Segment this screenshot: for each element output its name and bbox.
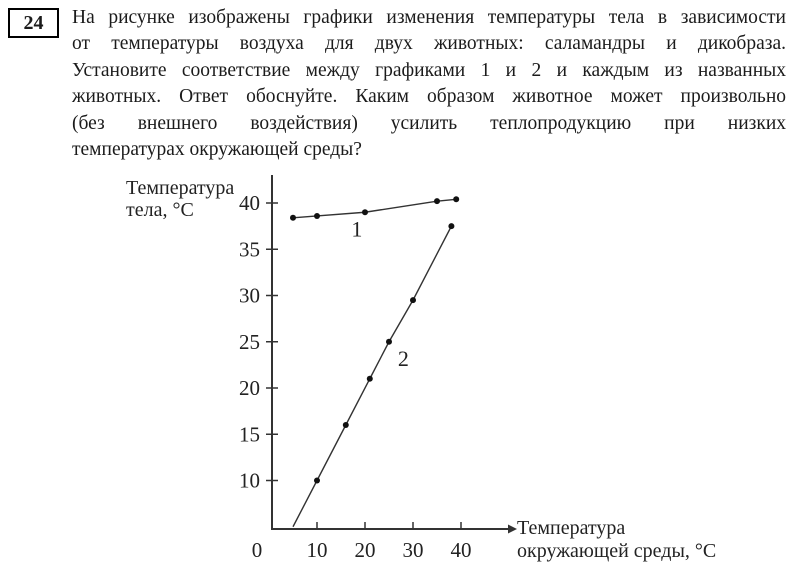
y-tick-label: 30 bbox=[239, 284, 260, 308]
question-text: На рисунке изображены графики изменения … bbox=[72, 5, 786, 163]
series-2-point bbox=[314, 477, 320, 484]
question-number: 24 bbox=[23, 11, 44, 34]
x-tick-label: 30 bbox=[403, 538, 424, 562]
x-tick-label: 40 bbox=[451, 538, 472, 562]
series-2-point bbox=[366, 375, 373, 382]
x-tick-label: 10 bbox=[307, 538, 328, 562]
x-axis-title-line2: окружающей среды, °С bbox=[517, 540, 716, 562]
question-text-line: (без внешнего воздействия) усилить тепло… bbox=[72, 112, 786, 134]
y-tick-label: 40 bbox=[239, 191, 260, 215]
series-1-label: 1 bbox=[351, 217, 362, 242]
series-2-point bbox=[410, 297, 416, 304]
y-tick-label: 15 bbox=[239, 422, 260, 446]
y-tick-label: 25 bbox=[239, 330, 260, 354]
x-axis-arrow-icon bbox=[508, 524, 517, 534]
series-2-point bbox=[386, 338, 392, 345]
question-text-line: температурах окружающей среды? bbox=[72, 139, 362, 161]
series-2-point bbox=[448, 223, 455, 230]
question-text-line: На рисунке изображены графики изменения … bbox=[72, 7, 786, 28]
question-text-line: Установите соответствие между графиками … bbox=[72, 59, 786, 81]
series-2-label: 2 bbox=[398, 346, 409, 371]
x-tick-label: 0 bbox=[252, 538, 263, 562]
y-tick-label: 35 bbox=[239, 237, 260, 261]
question-number-box: 24 bbox=[8, 8, 59, 38]
series-1-point bbox=[314, 212, 320, 219]
y-tick-label: 20 bbox=[239, 376, 260, 400]
series-1-point bbox=[362, 209, 368, 216]
y-axis-title-line1: Температура bbox=[126, 177, 234, 199]
series-2-point bbox=[342, 422, 349, 428]
x-tick-label: 20 bbox=[355, 538, 376, 562]
series-1-point bbox=[290, 214, 296, 221]
question-text-line: животных. Ответ обоснуйте. Каким образом… bbox=[72, 86, 786, 108]
y-axis-title-line2: тела, °С bbox=[126, 199, 194, 221]
series-1-point bbox=[453, 196, 460, 203]
y-tick-label: 10 bbox=[239, 469, 260, 493]
x-axis-title-line1: Температура bbox=[517, 517, 625, 539]
question-text-line: от температуры воздуха для двух животных… bbox=[72, 33, 786, 55]
series-1-point bbox=[434, 198, 440, 205]
